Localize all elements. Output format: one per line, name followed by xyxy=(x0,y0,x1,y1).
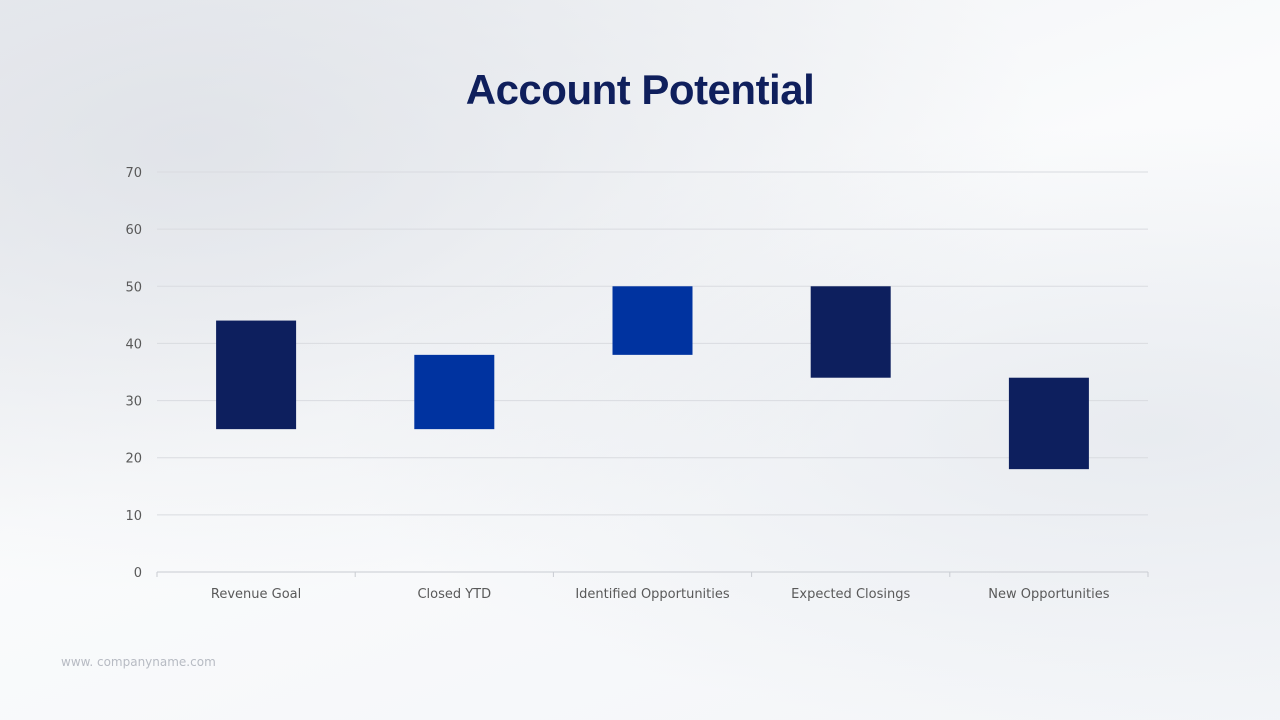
x-tick-label: Revenue Goal xyxy=(211,587,301,602)
x-tick-label: Identified Opportunities xyxy=(575,587,730,602)
x-tick-label: Expected Closings xyxy=(791,587,910,602)
y-tick-label: 0 xyxy=(134,566,142,581)
bar xyxy=(216,320,297,430)
y-tick-label: 40 xyxy=(125,337,142,352)
footer-url: www. companyname.com xyxy=(61,655,216,669)
slide-title: Account Potential xyxy=(465,66,815,113)
bar xyxy=(810,286,891,378)
x-tick-label: Closed YTD xyxy=(417,587,491,602)
y-tick-label: 60 xyxy=(125,223,142,238)
y-tick-label: 70 xyxy=(125,166,142,181)
bar xyxy=(612,286,693,355)
y-tick-label: 50 xyxy=(125,280,142,295)
x-axis-ticks: Revenue Goal Closed YTD Identified Opportu… xyxy=(156,572,1149,602)
gridlines xyxy=(157,171,1148,573)
y-tick-label: 20 xyxy=(125,452,142,467)
bar xyxy=(414,354,495,430)
bar xyxy=(1008,377,1089,470)
y-axis-ticks: 0 10 20 30 40 50 60 70 xyxy=(125,166,142,581)
y-tick-label: 30 xyxy=(125,395,142,410)
bars xyxy=(216,286,1089,470)
y-tick-label: 10 xyxy=(125,509,142,524)
x-tick-label: New Opportunities xyxy=(988,587,1109,602)
